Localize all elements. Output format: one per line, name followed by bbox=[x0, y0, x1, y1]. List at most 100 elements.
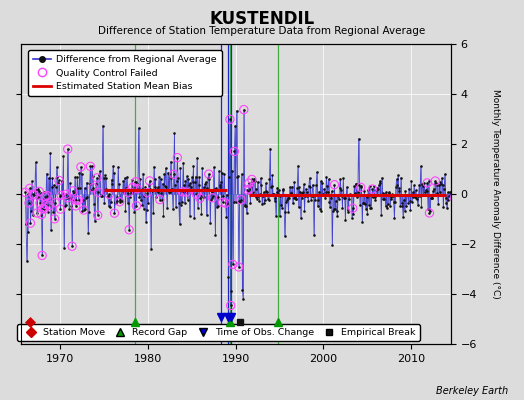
Point bbox=[420, 180, 429, 186]
Point bbox=[428, 195, 436, 202]
Point bbox=[406, 206, 414, 213]
Point bbox=[29, 191, 38, 197]
Point bbox=[359, 200, 368, 206]
Point bbox=[388, 191, 396, 198]
Point bbox=[219, 192, 227, 199]
Point bbox=[31, 159, 40, 166]
Point bbox=[74, 197, 83, 203]
Point bbox=[354, 188, 362, 195]
Point bbox=[56, 206, 64, 212]
Point bbox=[410, 182, 418, 188]
Point bbox=[441, 195, 450, 201]
Point bbox=[347, 191, 355, 198]
Point bbox=[178, 189, 187, 195]
Point bbox=[34, 186, 42, 192]
Point bbox=[237, 196, 245, 203]
Point bbox=[341, 217, 350, 224]
Point bbox=[56, 193, 64, 199]
Point bbox=[105, 191, 114, 198]
Point bbox=[241, 203, 249, 209]
Point bbox=[377, 212, 386, 218]
Point bbox=[196, 192, 205, 198]
Point bbox=[40, 206, 49, 212]
Point bbox=[244, 187, 253, 194]
Point bbox=[225, 174, 233, 180]
Point bbox=[260, 200, 268, 206]
Point bbox=[30, 192, 38, 198]
Point bbox=[155, 174, 163, 180]
Point bbox=[75, 170, 84, 176]
Point bbox=[336, 176, 344, 182]
Point bbox=[323, 183, 331, 189]
Point bbox=[102, 186, 111, 192]
Point bbox=[111, 210, 119, 216]
Point bbox=[295, 184, 303, 190]
Point bbox=[288, 184, 296, 190]
Point bbox=[265, 197, 273, 203]
Point bbox=[173, 154, 181, 161]
Point bbox=[304, 198, 312, 204]
Point bbox=[187, 180, 195, 186]
Point bbox=[121, 208, 129, 214]
Point bbox=[158, 196, 166, 203]
Point bbox=[72, 197, 81, 204]
Point bbox=[167, 174, 176, 181]
Point bbox=[394, 172, 402, 179]
Point bbox=[167, 158, 175, 165]
Point bbox=[300, 181, 308, 188]
Point bbox=[74, 197, 83, 203]
Point bbox=[367, 205, 375, 211]
Point bbox=[84, 230, 92, 237]
Point bbox=[191, 173, 200, 180]
Point bbox=[328, 242, 336, 248]
Point bbox=[370, 183, 378, 189]
Point bbox=[208, 189, 216, 196]
Point bbox=[245, 180, 253, 186]
Point bbox=[348, 205, 357, 212]
Point bbox=[21, 189, 29, 196]
Point bbox=[253, 196, 261, 202]
Point bbox=[189, 163, 198, 170]
Point bbox=[50, 216, 59, 222]
Point bbox=[326, 204, 334, 210]
Point bbox=[351, 190, 359, 196]
Point bbox=[245, 180, 253, 186]
Point bbox=[55, 177, 63, 184]
Point bbox=[369, 194, 377, 200]
Point bbox=[213, 204, 221, 210]
Point bbox=[135, 194, 144, 200]
Point bbox=[448, 194, 456, 201]
Point bbox=[128, 184, 137, 190]
Point bbox=[92, 180, 101, 187]
Point bbox=[69, 190, 78, 196]
Point bbox=[202, 179, 210, 185]
Point bbox=[138, 201, 146, 208]
Point bbox=[32, 186, 40, 193]
Point bbox=[284, 209, 292, 215]
Point bbox=[445, 193, 453, 199]
Point bbox=[43, 192, 51, 199]
Point bbox=[180, 200, 189, 206]
Point bbox=[145, 182, 153, 188]
Point bbox=[194, 181, 203, 188]
Point bbox=[112, 200, 120, 206]
Point bbox=[160, 170, 168, 177]
Point bbox=[243, 187, 252, 193]
Point bbox=[393, 182, 401, 189]
Point bbox=[447, 192, 455, 199]
Point bbox=[122, 185, 130, 191]
Point bbox=[399, 214, 407, 220]
Point bbox=[80, 207, 88, 213]
Point bbox=[335, 196, 343, 202]
Point bbox=[403, 192, 412, 198]
Point bbox=[312, 181, 320, 188]
Point bbox=[206, 220, 214, 226]
Point bbox=[426, 207, 434, 214]
Point bbox=[197, 211, 205, 217]
Point bbox=[80, 207, 88, 213]
Point bbox=[356, 202, 364, 208]
Point bbox=[412, 194, 420, 201]
Point bbox=[405, 186, 413, 192]
Point bbox=[343, 206, 352, 213]
Point bbox=[35, 188, 43, 194]
